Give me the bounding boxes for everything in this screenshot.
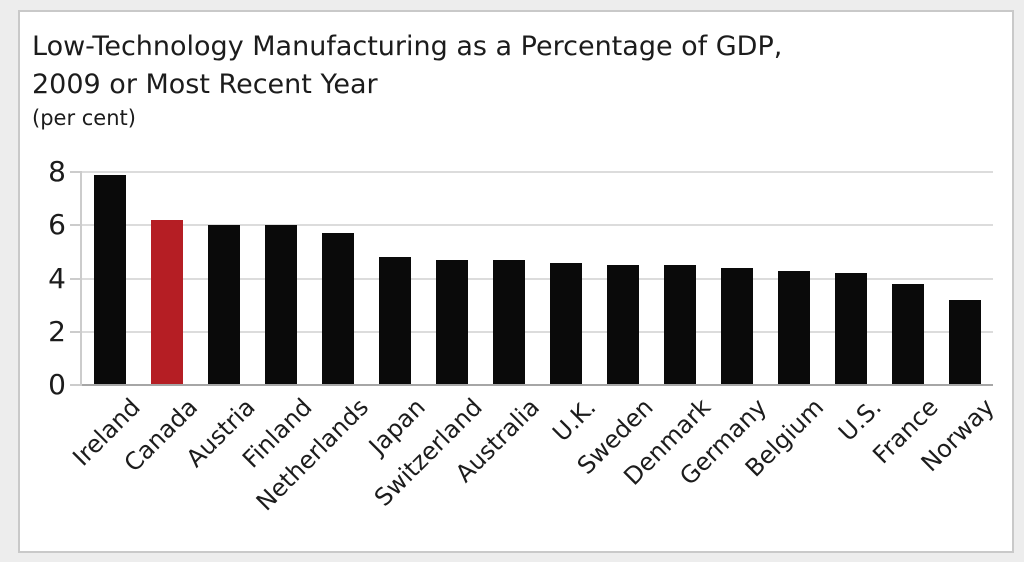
y-axis-label-0: 0: [48, 368, 66, 401]
bar-slot-us: U.S.: [822, 172, 886, 447]
y-axis-label-8: 8: [48, 155, 66, 188]
bar-belgium: [777, 270, 810, 385]
bar-slot-france: France: [867, 172, 943, 469]
bar-slot-belgium: Belgium: [740, 172, 830, 482]
bar-slot-austria: Austria: [180, 172, 260, 473]
bar-ireland: [94, 174, 127, 385]
bar-netherlands: [322, 233, 355, 385]
gridline-y-8: [82, 171, 993, 173]
bar-slot-australia: Australia: [450, 172, 545, 488]
bar-slot-canada: Canada: [119, 172, 203, 477]
bar-sweden: [606, 265, 639, 385]
bar-slot-norway: Norway: [916, 172, 1000, 477]
y-axis-label-6: 6: [48, 208, 66, 242]
bars-container: Ireland Canada Austria Finland Netherlands Ja…: [68, 172, 1000, 516]
bar-germany: [720, 267, 753, 385]
y-axis-tick-4: [70, 277, 80, 280]
chart-title-line-1: Low-Technology Manufacturing as a Percen…: [32, 31, 783, 62]
bar-slot-ireland: Ireland: [68, 172, 146, 471]
bar-norway: [948, 299, 981, 385]
plot-area: 0 2 4 6 8 Ireland Canada Austria Finland Netherla…: [48, 158, 1000, 517]
chart-unit-label: (per cent): [32, 106, 136, 130]
bar-slot-japan: Japan: [364, 172, 431, 460]
bar-france: [891, 283, 924, 385]
y-axis-tick-8: [70, 171, 80, 173]
bar-slot-netherlands: Netherlands: [251, 172, 374, 516]
y-axis-label-4: 4: [48, 261, 66, 295]
bar-japan: [379, 257, 412, 385]
bar-slot-germany: Germany: [675, 172, 773, 491]
bar-slot-sweden: Sweden: [572, 172, 659, 480]
bar-us: [834, 273, 867, 385]
bar-canada: [151, 219, 184, 385]
bar-slot-finland: Finland: [237, 172, 317, 473]
y-axis-label-2: 2: [48, 314, 66, 348]
y-axis-tick-0: [70, 384, 80, 386]
bar-australia: [493, 259, 526, 385]
gridline-y-6: [82, 224, 993, 227]
chart-title-line-2: 2009 or Most Recent Year: [32, 69, 378, 100]
x-axis-line: [82, 384, 993, 386]
bar-denmark: [663, 265, 696, 385]
gridline-y-2: [82, 330, 993, 333]
chart-title-block: Low-Technology Manufacturing as a Percen…: [32, 28, 782, 132]
y-axis-line: [80, 171, 82, 386]
bar-switzerland: [436, 259, 469, 385]
bar-slot-switzerland: Switzerland: [369, 172, 488, 512]
bar-slot-uk: U.K.: [538, 172, 602, 447]
bar-slot-denmark: Denmark: [618, 172, 716, 491]
y-axis-tick-2: [70, 330, 80, 333]
bar-austria: [208, 225, 241, 385]
gridline-y-4: [82, 277, 993, 280]
y-axis-tick-6: [70, 224, 80, 227]
bar-finland: [265, 225, 298, 385]
chart-card: Low-Technology Manufacturing as a Percen…: [18, 10, 1014, 553]
bar-uk: [549, 262, 582, 385]
